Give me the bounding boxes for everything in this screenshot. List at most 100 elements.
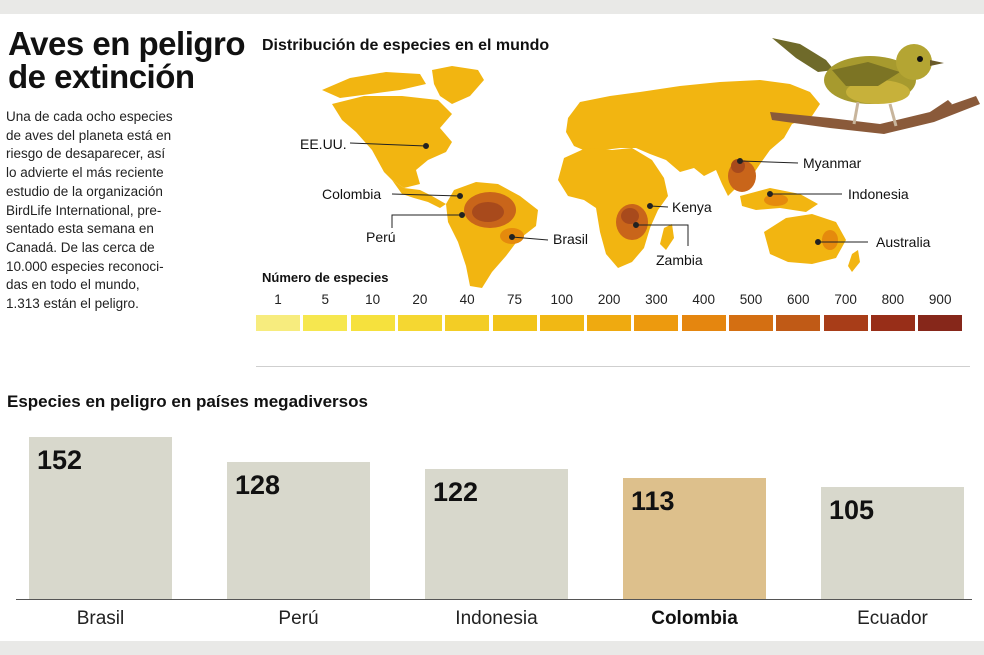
bar-category-label: Colombia [651,608,738,629]
label-colombia: Colombia [322,186,381,202]
bird-wing [832,62,900,86]
madagascar-shape [660,224,674,250]
map-country-labels: EE.UU. Colombia Perú Brasil Kenya Zambia… [300,136,931,268]
legend-label: 40 [459,292,475,307]
hotspot-andes-core [472,202,504,222]
africa-shape [558,148,668,268]
world-map: EE.UU. Colombia Perú Brasil Kenya Zambia… [300,38,980,288]
legend-swatch [303,315,348,331]
leader-dot-myanmar [737,158,743,164]
legend-swatch [729,315,773,331]
leader-colombia [391,193,461,197]
central-america-shape [392,180,446,208]
bar-category-label: Ecuador [857,608,928,629]
legend-item: 500 [729,292,773,332]
leader-dot-australia [815,239,821,245]
greenland-shape [432,66,484,104]
new-zealand-shape [848,250,860,272]
leader-dot-zambia [633,222,639,228]
intro-line: Una de cada ocho especies [6,109,173,124]
label-peru: Perú [366,229,396,245]
legend-label: 100 [550,292,574,307]
legend-swatch [350,315,395,331]
legend-item: 600 [776,292,821,332]
eurasia-shape [566,80,820,196]
bar-category-label: Perú [278,608,319,629]
legend-swatch [634,315,679,331]
legend-item: 900 [918,292,963,332]
legend-item: 100 [539,292,584,332]
leader-peru [391,214,462,228]
legend-title: Número de especies [262,270,389,285]
intro-line: das en todo el mundo, [6,277,140,293]
title-line-2: de extinción [8,58,195,95]
bar-category-label: Indonesia [455,608,538,629]
legend-item: 1 [256,292,300,332]
intro-line: BirdLife International, pre- [6,202,162,218]
legend-label: 300 [645,292,668,307]
bar-brasil: 152 [29,436,172,599]
legend-swatch [870,315,915,331]
legend-item: 200 [587,292,632,332]
legend-label: 400 [692,292,715,307]
bird-beak [930,60,944,66]
north-america-shape [332,96,452,188]
legend-item: 400 [681,292,726,332]
bar-value-label: 152 [37,444,83,475]
bottom-band [0,641,984,655]
legend-swatch [681,315,726,331]
legend-swatch [918,315,963,331]
legend-item: 20 [397,292,442,332]
intro-text: Una de cada ocho especies de aves del pl… [6,108,210,314]
legend-label: 20 [412,292,428,307]
branch-twig [930,100,952,118]
leader-dot-brasil [509,234,515,240]
legend-swatch [539,315,584,331]
legend-item: 40 [445,292,490,332]
legend-item: 700 [823,292,868,332]
bar-value-label: 122 [433,476,479,507]
bird-legs [852,101,898,127]
legend-label: 500 [739,292,763,307]
legend-swatch [776,315,821,331]
bird-head [896,44,932,80]
leader-dot-indonesia [767,191,773,197]
species-legend: 1 5 10 20 40 75 100 200 300 400 500 600 700 800 900 [256,292,963,332]
legend-swatch [587,315,632,331]
bar-value-label: 113 [631,486,675,517]
bar-perú: 128 [227,462,370,599]
bar-category-label: Brasil [76,608,125,629]
intro-line: sentado esta semana en [6,221,154,237]
legend-label: 700 [834,292,857,307]
map-land [322,66,860,288]
hotspot-indonesia [764,194,788,206]
hotspot-east-africa-core [621,208,639,224]
legend-swatch [492,315,537,331]
label-brasil: Brasil [553,231,588,247]
branch-shape [770,96,980,134]
leader-myanmar [739,160,799,164]
label-australia: Australia [876,234,931,250]
label-myanmar: Myanmar [803,155,862,171]
legend-item: 10 [350,292,395,332]
intro-line: riesgo de desaparecer, así [6,146,166,162]
leader-dot-kenya [647,203,653,209]
bird-eye [917,56,923,62]
bar-value-label: 128 [235,470,281,501]
legend-label: 1 [274,292,282,307]
legend-label: 75 [506,292,523,307]
legend-swatch [823,315,868,331]
legend-item: 800 [870,292,915,332]
australia-shape [764,214,846,264]
section-divider [256,366,970,367]
label-kenya: Kenya [672,199,712,215]
bar-colombia: 113 [623,478,766,599]
endangered-species-bar-chart: 152 Brasil 128 Perú 122 Indonesia 113 Colombia 1… [0,410,984,640]
legend-label: 800 [881,292,905,307]
legend-item: 300 [634,292,679,332]
intro-line: lo advierte el más reciente [6,165,164,181]
hotspot-australia-east [822,230,838,250]
bar-value-label: 105 [829,494,875,525]
legend-swatch [445,315,490,331]
intro-line: estudio de la organización [6,183,163,199]
